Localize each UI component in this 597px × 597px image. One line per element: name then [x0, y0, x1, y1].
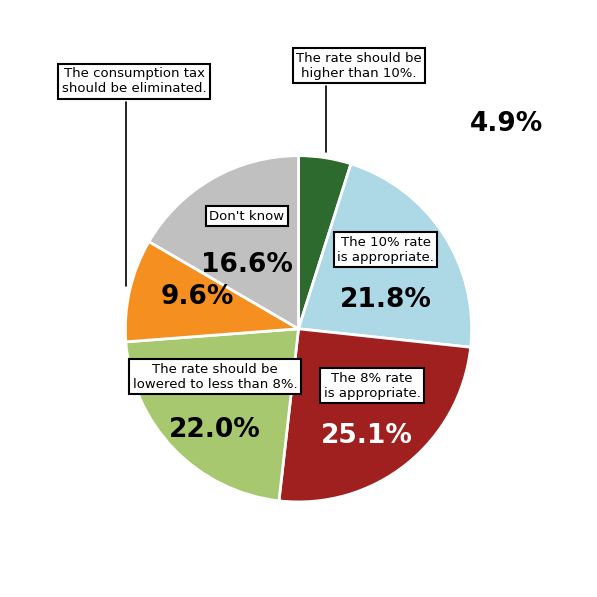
Text: 9.6%: 9.6%	[161, 284, 234, 310]
Text: Don't know: Don't know	[209, 210, 284, 223]
Text: 21.8%: 21.8%	[340, 287, 432, 313]
Text: 16.6%: 16.6%	[201, 252, 293, 278]
Wedge shape	[298, 156, 351, 329]
Text: The 10% rate
is appropriate.: The 10% rate is appropriate.	[337, 236, 434, 263]
Text: The rate should be
higher than 10%.: The rate should be higher than 10%.	[296, 51, 422, 152]
Wedge shape	[126, 329, 298, 501]
Text: 25.1%: 25.1%	[321, 423, 413, 449]
Text: 22.0%: 22.0%	[169, 417, 261, 444]
Text: The rate should be
lowered to less than 8%.: The rate should be lowered to less than …	[133, 362, 297, 390]
Wedge shape	[298, 164, 472, 347]
Wedge shape	[149, 156, 298, 329]
Wedge shape	[125, 242, 298, 342]
Wedge shape	[279, 329, 470, 502]
Text: The 8% rate
is appropriate.: The 8% rate is appropriate.	[324, 372, 420, 399]
Text: 4.9%: 4.9%	[470, 112, 543, 137]
Text: The consumption tax
should be eliminated.: The consumption tax should be eliminated…	[61, 67, 207, 287]
